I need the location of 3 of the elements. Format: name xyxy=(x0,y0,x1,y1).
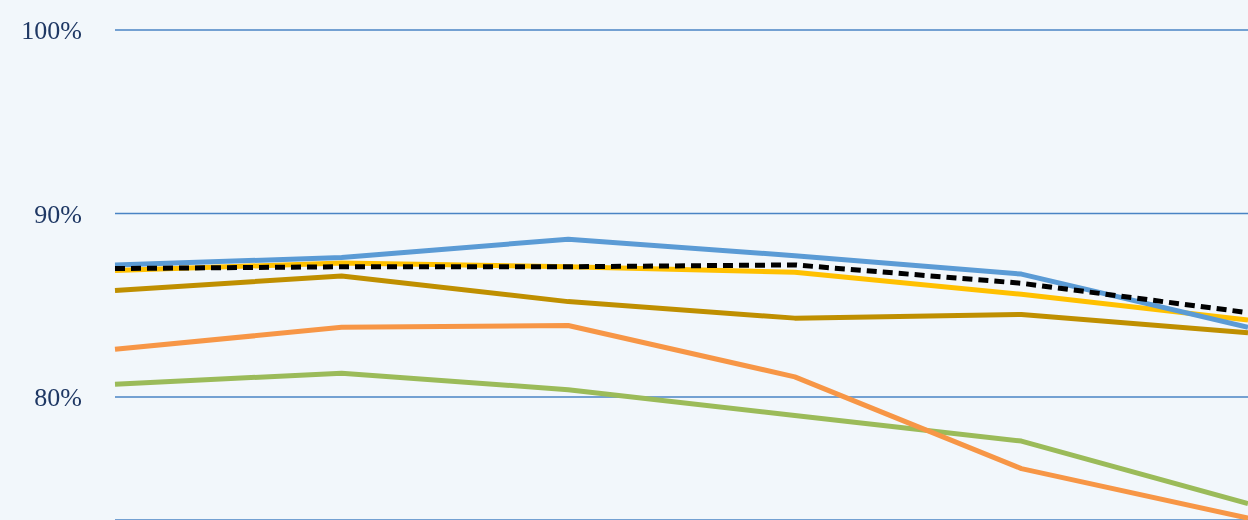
y-tick-label: 100% xyxy=(21,16,82,46)
y-tick-label: 90% xyxy=(34,199,82,229)
y-tick-label: 80% xyxy=(34,383,82,413)
